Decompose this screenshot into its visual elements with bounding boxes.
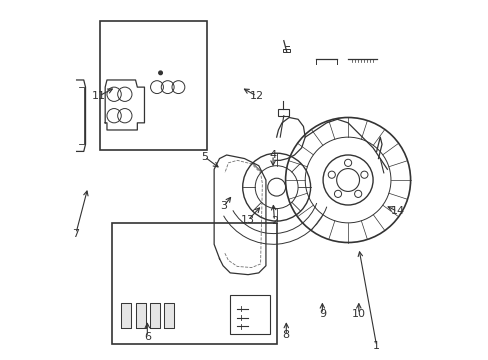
Polygon shape	[164, 303, 174, 328]
Bar	[283, 49, 289, 52]
Text: 8: 8	[282, 330, 289, 341]
Polygon shape	[121, 303, 131, 328]
Text: 5: 5	[201, 152, 207, 162]
Bar	[230, 295, 269, 334]
Text: 10: 10	[351, 309, 365, 319]
Bar	[100, 21, 206, 150]
Text: 4: 4	[269, 150, 276, 160]
Bar	[278, 109, 288, 116]
Text: 12: 12	[249, 91, 263, 101]
Polygon shape	[135, 303, 145, 328]
Text: 6: 6	[143, 332, 150, 342]
Text: 11: 11	[92, 91, 105, 101]
Bar	[112, 223, 276, 344]
Circle shape	[159, 71, 162, 75]
Text: 2: 2	[270, 216, 278, 226]
Text: 1: 1	[372, 341, 379, 351]
Text: 13: 13	[241, 215, 255, 225]
Text: 14: 14	[389, 206, 404, 216]
Polygon shape	[149, 303, 160, 328]
Text: 7: 7	[72, 229, 79, 239]
Text: 3: 3	[220, 201, 227, 211]
Text: 9: 9	[318, 309, 325, 319]
